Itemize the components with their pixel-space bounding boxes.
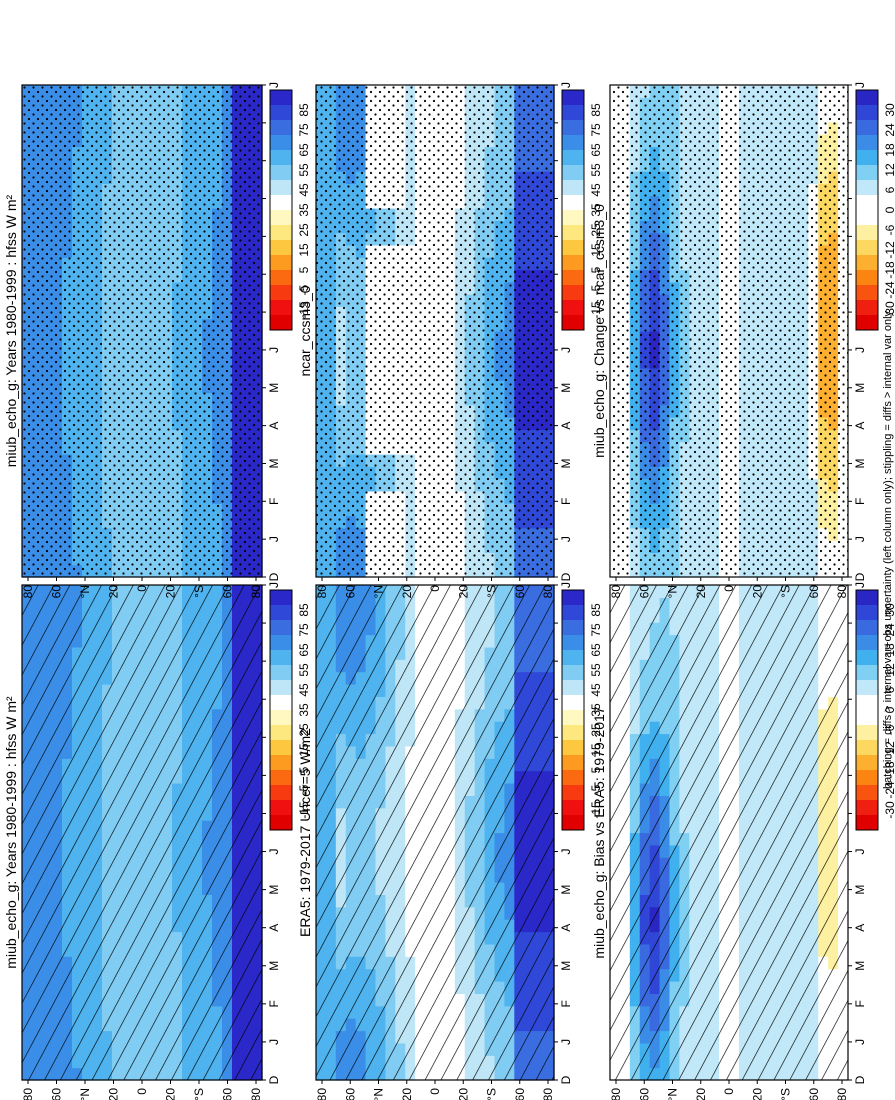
lat-label: °N	[78, 1088, 92, 1100]
lat-label: °S	[192, 1088, 206, 1100]
month-label: J	[267, 582, 281, 588]
month-label: J	[559, 82, 573, 88]
panel-title: ncar_ccsm3_0	[297, 285, 313, 376]
lat-label: 60	[343, 1088, 357, 1100]
lat-label: 60	[50, 585, 64, 599]
month-label: A	[559, 924, 573, 932]
lat-label: °S	[485, 1088, 499, 1100]
lat-label: 20	[107, 585, 121, 599]
month-label: A	[559, 422, 573, 430]
lat-label: 0	[135, 1088, 149, 1095]
panel-3: DJFMAMJJASONDJ8060°N20020°S6080ncar_ccsm…	[297, 82, 573, 598]
lat-label: 20	[456, 585, 470, 599]
lat-label: 80	[541, 585, 555, 599]
lat-label: 80	[315, 585, 329, 599]
month-label: J	[267, 82, 281, 88]
month-label: M	[267, 458, 281, 468]
lat-label: 20	[400, 1088, 414, 1100]
month-label: M	[267, 383, 281, 393]
month-label: J	[559, 849, 573, 855]
lat-label: 20	[107, 1088, 121, 1100]
lat-label: 20	[456, 1088, 470, 1100]
panel-title: ERA5: 1979-2017 Uncer=5 W/m2	[297, 728, 313, 937]
month-label: J	[559, 347, 573, 353]
lat-label: 80	[315, 1088, 329, 1100]
lat-label: °S	[192, 585, 206, 598]
panel-title: miub_echo_g: Years 1980-1999 : hfss W m²	[3, 194, 19, 467]
month-label: F	[267, 498, 281, 505]
overlay-stippling	[22, 85, 262, 577]
lat-label: °S	[485, 585, 499, 598]
month-label: M	[267, 961, 281, 971]
lat-label: 80	[21, 585, 35, 599]
overlay-hatching	[22, 585, 262, 1080]
lat-label: °N	[78, 585, 92, 598]
month-label: D	[559, 1075, 573, 1084]
month-label: D	[559, 572, 573, 581]
month-label: J	[267, 347, 281, 353]
lat-label: 80	[249, 585, 263, 599]
panel-4: DJFMAMJJASONDJ8060°N20020°S6080miub_echo…	[591, 582, 867, 1100]
panel-1: DJFMAMJJASONDJ8060°N20020°S6080miub_echo…	[3, 82, 281, 598]
month-label: J	[267, 849, 281, 855]
panel-0: DJFMAMJJASONDJ8060°N20020°S6080miub_echo…	[3, 582, 281, 1100]
lat-label: 80	[21, 1088, 35, 1100]
month-label: D	[267, 572, 281, 581]
lat-label: 0	[135, 585, 149, 592]
lat-label: 60	[513, 585, 527, 599]
month-label: F	[559, 1000, 573, 1007]
month-label: D	[267, 1075, 281, 1084]
month-label: A	[267, 924, 281, 932]
lat-label: 80	[249, 1088, 263, 1100]
lat-label: 20	[164, 585, 178, 599]
lat-label: 20	[164, 1088, 178, 1100]
lat-label: 60	[343, 585, 357, 599]
lat-label: 80	[541, 1088, 555, 1100]
month-label: J	[267, 536, 281, 542]
month-label: M	[559, 961, 573, 971]
lat-label: 20	[400, 585, 414, 599]
month-label: M	[559, 458, 573, 468]
lat-label: 0	[428, 585, 442, 592]
lat-label: °N	[372, 1088, 386, 1100]
lat-label: 0	[428, 1088, 442, 1095]
month-label: A	[267, 422, 281, 430]
month-label: J	[559, 1039, 573, 1045]
lat-label: 60	[513, 1088, 527, 1100]
month-label: J	[559, 536, 573, 542]
month-label: J	[559, 582, 573, 588]
lat-label: 60	[50, 1088, 64, 1100]
month-label: M	[267, 885, 281, 895]
month-label: F	[559, 498, 573, 505]
lat-label: 60	[221, 585, 235, 599]
month-label: F	[267, 1000, 281, 1007]
month-label: J	[267, 1039, 281, 1045]
overlay-stippling	[316, 85, 554, 577]
month-label: M	[559, 383, 573, 393]
overlay-hatching	[316, 585, 554, 1080]
month-label: M	[559, 885, 573, 895]
lat-label: °N	[372, 585, 386, 598]
panel-title: miub_echo_g: Years 1980-1999 : hfss W m²	[3, 696, 19, 969]
lat-label: 60	[221, 1088, 235, 1100]
